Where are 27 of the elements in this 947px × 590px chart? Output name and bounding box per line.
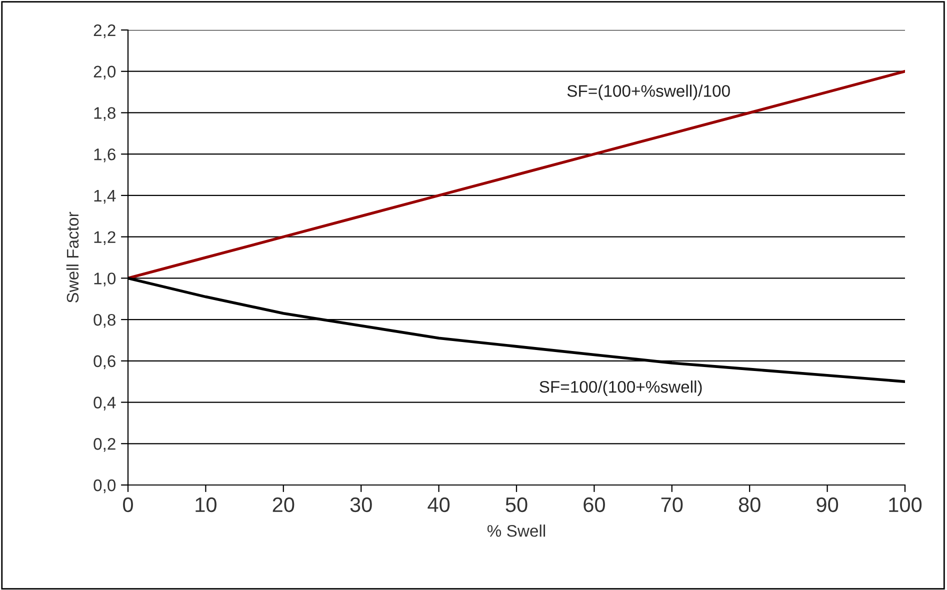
y-tick-label: 1,4 [94,190,116,204]
y-tick-label: 2,0 [94,66,116,80]
y-tick-label: 1,2 [94,231,116,245]
series-label: SF=100/(100+%swell) [540,380,702,396]
x-tick-label: 40 [428,497,450,512]
x-tick-label: 0 [123,497,133,512]
y-tick-label: 0,6 [94,355,116,370]
y-tick-label: 0,8 [94,314,116,328]
x-tick-label: 50 [506,497,528,512]
y-tick-label: 1,6 [94,148,116,162]
y-tick-label: 0,2 [94,438,116,452]
y-tick-label: 0,4 [94,396,116,410]
y-tick-label: 1,0 [94,272,116,286]
x-tick-label: 100 [889,497,922,512]
x-axis-title: % Swell [487,524,546,537]
y-tick-label: 2,2 [94,24,116,38]
x-tick-label: 80 [738,497,760,512]
x-tick-label: 70 [661,497,683,512]
x-tick-label: 10 [196,497,216,512]
x-tick-label: 90 [816,497,838,512]
y-tick-label: 0,0 [94,479,116,494]
series-label: SF=(100+%swell)/100 [567,84,730,100]
y-axis-title: Swell Factor [66,212,79,303]
y-tick-label: 1,8 [94,107,116,121]
x-tick-label: 20 [272,497,294,512]
x-tick-label: 60 [584,497,605,512]
x-tick-label: 30 [350,497,372,512]
